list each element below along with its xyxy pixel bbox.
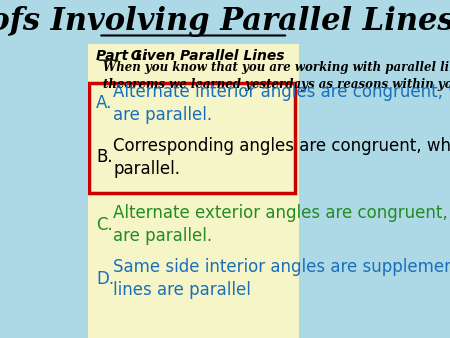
Text: Proofs Involving Parallel Lines: Proofs Involving Parallel Lines (0, 6, 450, 38)
Text: A.: A. (96, 94, 112, 112)
Text: Alternate exterior angles are congruent, when lines
are parallel.: Alternate exterior angles are congruent,… (113, 204, 450, 245)
Text: B.: B. (96, 148, 113, 166)
Text: Same side interior angles are supplementary, when
lines are parallel: Same side interior angles are supplement… (113, 258, 450, 299)
Text: Given Parallel Lines: Given Parallel Lines (121, 49, 284, 63)
Text: Corresponding angles are congruent, when lines are
parallel.: Corresponding angles are congruent, when… (113, 137, 450, 178)
FancyBboxPatch shape (88, 0, 299, 44)
FancyBboxPatch shape (89, 83, 296, 193)
Text: Part 1:: Part 1: (96, 49, 148, 63)
Text: Alternate interior angles are congruent, when lines
are parallel.: Alternate interior angles are congruent,… (113, 82, 450, 124)
Text: D.: D. (96, 270, 114, 288)
Text: C.: C. (96, 216, 113, 234)
Text: When you know that you are working with parallel lines you can use the
theorems : When you know that you are working with … (103, 61, 450, 91)
FancyBboxPatch shape (88, 44, 299, 338)
